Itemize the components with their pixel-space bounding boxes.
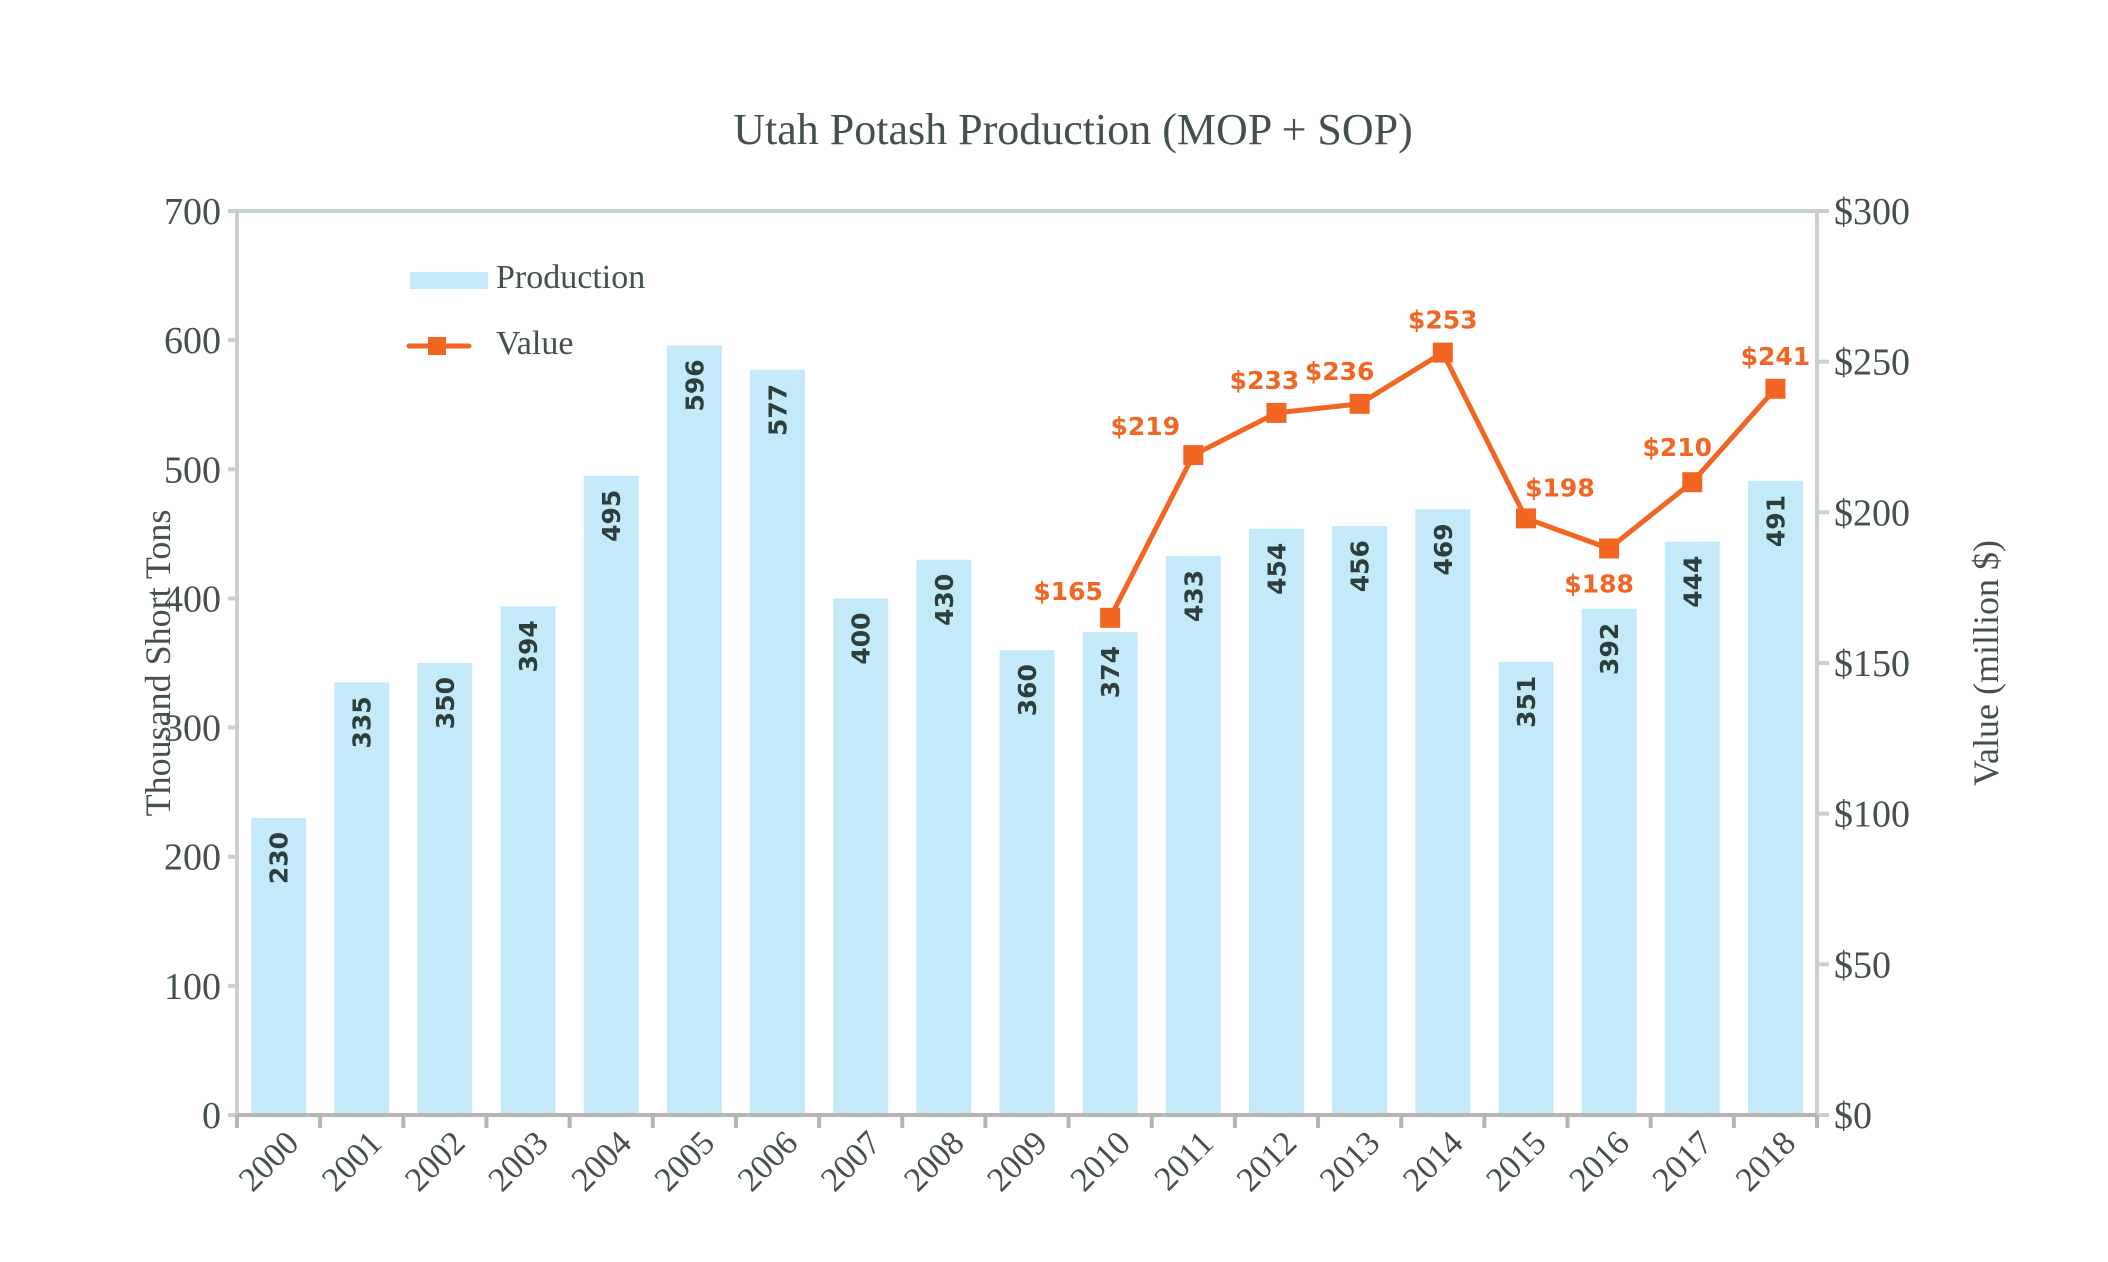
y-tick-label-100: 100: [164, 966, 221, 1008]
bar-label-2009: 360: [1013, 664, 1042, 716]
bar-2006: [750, 369, 806, 1115]
bar-label-2015: 351: [1512, 676, 1541, 728]
bar-2001: [334, 682, 390, 1115]
bar-2013: [1332, 526, 1388, 1115]
legend-value-label: Value: [496, 325, 573, 362]
bar-label-2012: 454: [1262, 543, 1291, 595]
value-label-2018: $241: [1741, 342, 1811, 371]
x-tick-label-2006: 2006: [731, 1124, 805, 1198]
value-label-2010: $165: [1033, 577, 1103, 606]
legend-production-swatch: [410, 272, 488, 289]
x-tick-label-2004: 2004: [565, 1124, 639, 1198]
legend: Production Value: [406, 259, 645, 362]
bar-2012: [1248, 528, 1304, 1115]
bar-label-2011: 433: [1179, 570, 1208, 622]
legend-production-label: Production: [496, 259, 645, 296]
x-tick-label-2014: 2014: [1396, 1124, 1470, 1198]
value-label-2016: $188: [1564, 569, 1634, 598]
value-marker-2016: [1599, 538, 1620, 559]
y-axis-label: Thousand Short Tons: [138, 510, 178, 817]
value-marker-2017: [1682, 472, 1703, 493]
bar-2009: [999, 650, 1055, 1115]
bar-label-2002: 350: [431, 677, 460, 729]
y-tick-label-700: 700: [164, 191, 221, 233]
x-tick-label-2010: 2010: [1064, 1124, 1138, 1198]
y-tick-label-300: 300: [164, 708, 221, 750]
bar-2018: [1747, 480, 1803, 1115]
value-label-2017: $210: [1642, 433, 1712, 462]
x-tick-label-2001: 2001: [315, 1124, 389, 1198]
x-tick-label-2005: 2005: [648, 1124, 722, 1198]
y-right-tick-label-2: $100: [1834, 794, 1910, 836]
x-tick-label-2008: 2008: [897, 1124, 971, 1198]
bar-label-2003: 394: [514, 620, 543, 672]
y-right-tick-label-6: $300: [1834, 191, 1910, 233]
y-tick-label-400: 400: [164, 578, 221, 620]
chart-title: Utah Potash Production (MOP + SOP): [733, 105, 1413, 154]
bar-label-2004: 495: [597, 490, 626, 542]
bar-label-2010: 374: [1096, 646, 1125, 698]
x-tick-label-2017: 2017: [1646, 1124, 1720, 1198]
x-tick-label-2007: 2007: [814, 1124, 888, 1198]
y-tick-label-200: 200: [164, 837, 221, 879]
bar-label-2014: 469: [1429, 523, 1458, 575]
y-right-tick-label-0: $0: [1834, 1095, 1872, 1137]
bar-label-2007: 400: [847, 612, 876, 664]
y-tick-label-600: 600: [164, 320, 221, 362]
bar-label-2017: 444: [1678, 556, 1707, 608]
value-marker-2018: [1765, 378, 1786, 399]
bar-label-2018: 491: [1761, 495, 1790, 547]
value-label-2012: $233: [1230, 366, 1300, 395]
bar-label-2008: 430: [930, 574, 959, 626]
value-marker-2010: [1100, 607, 1121, 628]
bar-2011: [1165, 555, 1221, 1115]
bar-2016: [1581, 608, 1637, 1115]
bar-2004: [583, 475, 639, 1115]
x-tick-label-2013: 2013: [1313, 1124, 1387, 1198]
x-tick-label-2012: 2012: [1230, 1124, 1304, 1198]
y-right-tick-label-1: $50: [1834, 944, 1891, 986]
bar-2017: [1664, 541, 1720, 1115]
value-label-2011: $219: [1111, 412, 1181, 441]
bar-2002: [417, 663, 473, 1115]
y-right-tick-label-3: $150: [1834, 643, 1910, 685]
y-axis-right-label: Value (million $): [1966, 540, 2006, 786]
value-marker-2015: [1515, 508, 1536, 529]
x-tick-label-2000: 2000: [232, 1124, 306, 1198]
bar-2000: [251, 817, 307, 1115]
bar-2010: [1082, 632, 1138, 1115]
bar-2003: [500, 606, 556, 1115]
legend-value-marker: [428, 337, 446, 355]
x-tick-label-2018: 2018: [1729, 1124, 1803, 1198]
bar-label-2006: 577: [764, 384, 793, 436]
bar-2008: [916, 559, 972, 1115]
bar-label-2000: 230: [265, 832, 294, 884]
value-label-2013: $236: [1305, 357, 1375, 386]
value-label-2014: $253: [1408, 306, 1478, 335]
value-marker-2013: [1349, 393, 1370, 414]
bar-label-2013: 456: [1346, 540, 1375, 592]
x-tick-label-2002: 2002: [398, 1124, 472, 1198]
bar-label-2005: 596: [680, 359, 709, 411]
y-right-tick-label-4: $200: [1834, 492, 1910, 534]
x-tick-label-2016: 2016: [1563, 1124, 1637, 1198]
bar-label-2001: 335: [348, 696, 377, 748]
x-tick-label-2015: 2015: [1479, 1124, 1553, 1198]
y-tick-label-0: 0: [202, 1095, 221, 1137]
bar-label-2016: 392: [1595, 623, 1624, 675]
value-marker-2012: [1266, 402, 1287, 423]
value-label-2015: $198: [1525, 473, 1595, 502]
bar-2014: [1415, 509, 1471, 1115]
bar-2015: [1498, 661, 1554, 1115]
y-tick-label-500: 500: [164, 449, 221, 491]
value-marker-2011: [1183, 445, 1204, 466]
y-right-tick-label-5: $250: [1834, 342, 1910, 384]
bar-2007: [833, 598, 889, 1115]
value-marker-2014: [1432, 342, 1453, 363]
x-tick-label-2011: 2011: [1148, 1124, 1221, 1197]
bar-2005: [666, 345, 722, 1115]
x-tick-label-2009: 2009: [980, 1124, 1054, 1198]
x-tick-label-2003: 2003: [481, 1124, 555, 1198]
